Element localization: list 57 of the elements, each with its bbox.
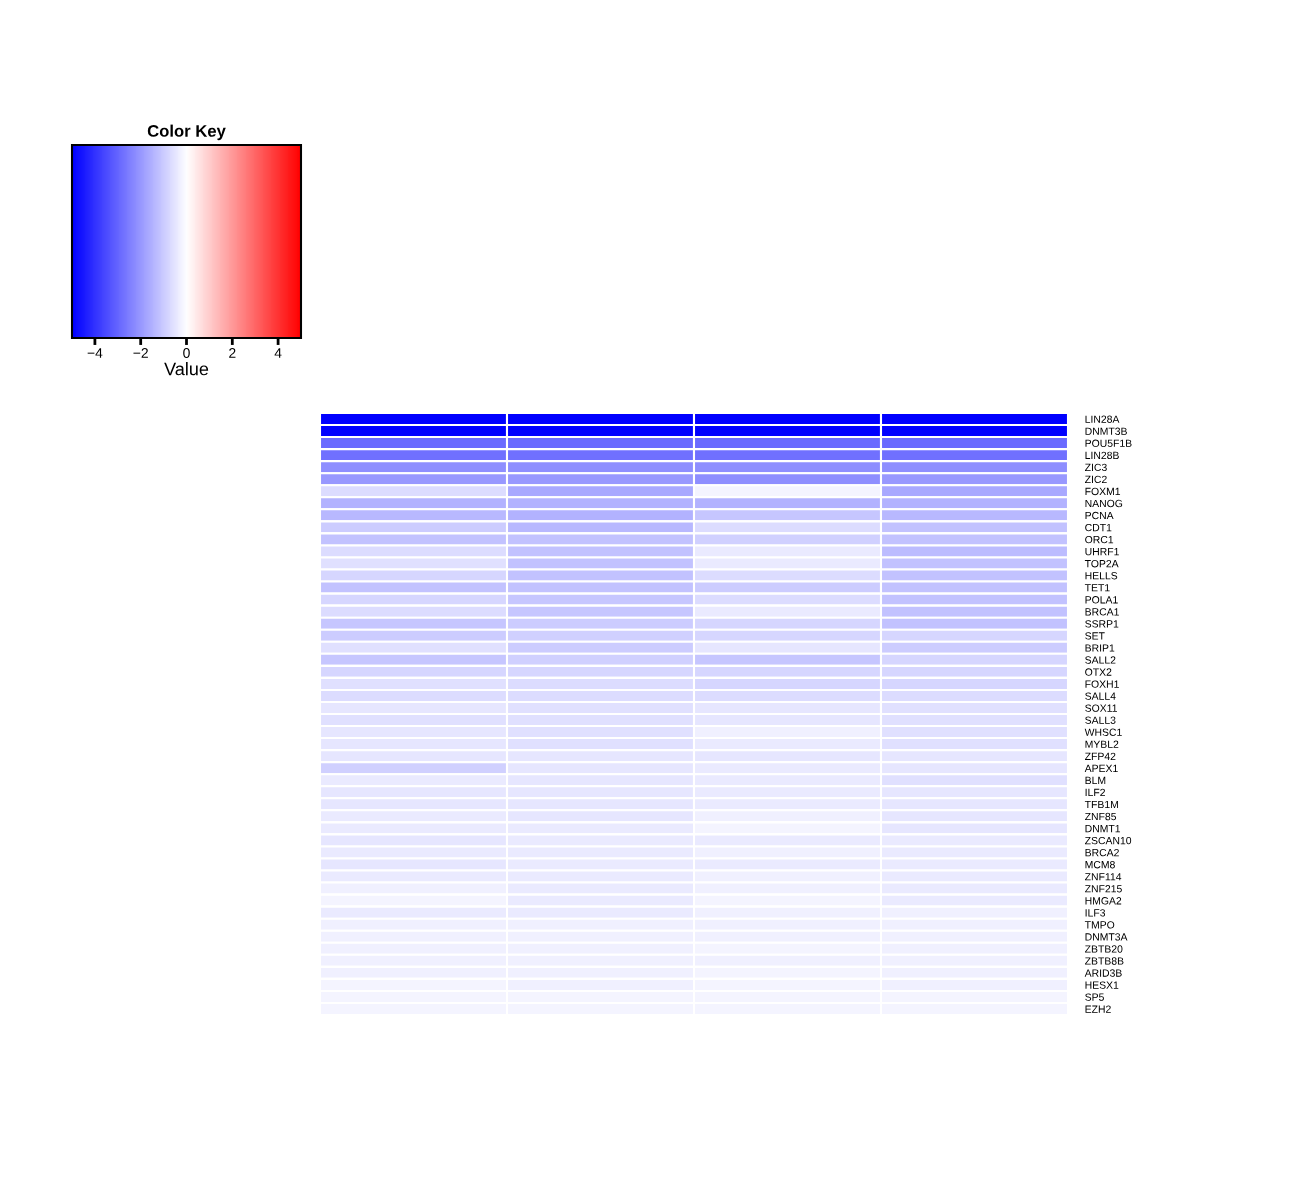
y-tick-label: ZNF85 bbox=[1085, 812, 1117, 821]
y-tick-label: OTX2 bbox=[1085, 668, 1112, 676]
y-tick-label: FOXM1 bbox=[1085, 487, 1121, 496]
y-tick-label: SET bbox=[1085, 632, 1105, 640]
y-tick-label: HESX1 bbox=[1085, 981, 1119, 989]
y-tick-label: ORC1 bbox=[1085, 535, 1114, 544]
y-tick-label: BRIP1 bbox=[1085, 644, 1115, 652]
color-bar-label: 0 bbox=[183, 348, 190, 358]
y-tick-label: PCNA bbox=[1085, 511, 1114, 520]
color-bar-label: −4 bbox=[87, 348, 103, 358]
y-tick-label: TFB1M bbox=[1084, 800, 1118, 809]
y-tick-label: SP5 bbox=[1085, 993, 1104, 1001]
y-tick-label: CDT1 bbox=[1085, 523, 1112, 532]
legend-title: Color Key bbox=[147, 124, 226, 141]
y-tick-label: FOXH1 bbox=[1085, 680, 1119, 688]
y-tick-label: ZFP42 bbox=[1085, 752, 1116, 760]
y-tick-label: SALL4 bbox=[1085, 692, 1116, 700]
y-tick-label: SSRP1 bbox=[1085, 620, 1119, 628]
y-tick-label: NANOG bbox=[1085, 499, 1123, 508]
y-tick-label: ZBTB8B bbox=[1085, 957, 1124, 965]
y-tick-label: APEX1 bbox=[1084, 764, 1118, 772]
y-tick-label: ZNF215 bbox=[1085, 885, 1122, 893]
y-tick-label: LIN28B bbox=[1085, 451, 1119, 460]
y-tick-label: DNMT3B bbox=[1085, 427, 1127, 435]
y-tick-label: BRCA1 bbox=[1085, 608, 1119, 616]
y-tick-label: ZIC2 bbox=[1085, 475, 1107, 484]
y-tick-label: SOX11 bbox=[1085, 704, 1117, 712]
y-tick-label: SALL3 bbox=[1085, 716, 1116, 724]
y-tick-label: ILF2 bbox=[1085, 788, 1105, 797]
y-tick-label: TOP2A bbox=[1084, 560, 1119, 568]
color-bar-title: Value bbox=[164, 362, 209, 376]
y-tick-label: ZBTB20 bbox=[1085, 945, 1123, 953]
y-tick-label: BLM bbox=[1085, 776, 1106, 784]
y-tick-label: WHSC1 bbox=[1084, 728, 1122, 736]
y-tick-label: ILF3 bbox=[1085, 909, 1106, 917]
y-tick-label: SALL2 bbox=[1085, 656, 1116, 664]
y-tick-label: TET1 bbox=[1084, 584, 1110, 592]
y-tick-label: ZIC3 bbox=[1085, 463, 1107, 472]
y-tick-label: MYBL2 bbox=[1085, 740, 1119, 748]
y-tick-label: ZNF114 bbox=[1085, 873, 1122, 881]
y-tick-label: LIN28A bbox=[1085, 415, 1120, 423]
y-tick-label: DNMT3A bbox=[1085, 933, 1128, 941]
y-tick-label: ARID3B bbox=[1084, 969, 1122, 977]
y-tick-label: UHRF1 bbox=[1085, 548, 1119, 556]
y-tick-label: EZH2 bbox=[1085, 1005, 1111, 1013]
y-tick-label: HELLS bbox=[1085, 572, 1118, 580]
y-tick-label: BRCA2 bbox=[1085, 848, 1119, 857]
color-bar-label: 2 bbox=[229, 348, 236, 358]
y-tick-label: POU5F1B bbox=[1085, 439, 1132, 447]
y-tick-label: HMGA2 bbox=[1085, 897, 1122, 905]
y-tick-label: TMPO bbox=[1084, 921, 1115, 929]
y-tick-label: POLA1 bbox=[1085, 596, 1118, 604]
y-tick-label: ZSCAN10 bbox=[1085, 836, 1132, 845]
y-tick-label: DNMT1 bbox=[1085, 824, 1121, 833]
y-tick-label: MCM8 bbox=[1085, 861, 1115, 869]
color-bar-label: −2 bbox=[133, 348, 148, 358]
color-bar-label: 4 bbox=[274, 348, 282, 358]
